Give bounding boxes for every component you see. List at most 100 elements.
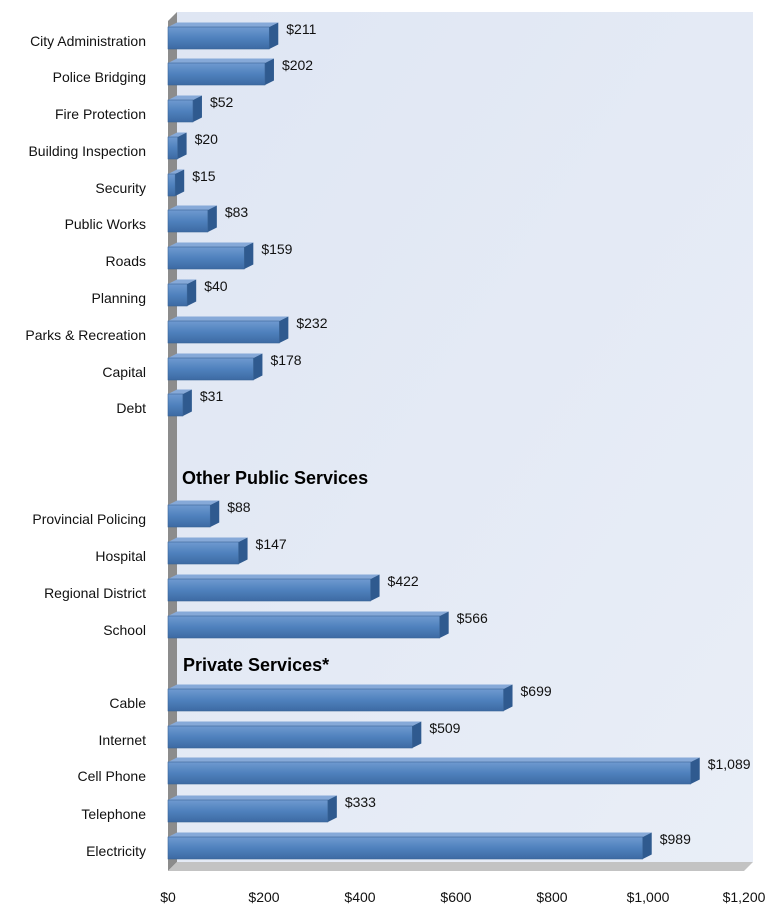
bar-group: $509 Internet [99, 720, 461, 749]
category-label: Provincial Policing [32, 511, 146, 527]
category-label: Cable [109, 695, 146, 711]
bar-group: $211 City Administration [30, 21, 317, 50]
bar-side [253, 353, 263, 380]
value-label: $20 [195, 131, 219, 147]
value-label: $211 [286, 21, 316, 37]
value-label: $31 [200, 388, 224, 404]
bar-top [168, 721, 422, 726]
bar [167, 836, 644, 860]
x-tick-label: $600 [440, 889, 471, 905]
category-label: Fire Protection [55, 106, 146, 122]
x-tick-label: $400 [344, 889, 375, 905]
value-label: $15 [192, 168, 216, 184]
bar-group: $40 Planning [92, 278, 228, 307]
bar-side [238, 537, 248, 564]
bar [167, 393, 184, 417]
bar [167, 761, 692, 785]
value-label: $422 [388, 573, 419, 589]
category-label: Debt [116, 400, 146, 416]
bar [167, 246, 245, 270]
bar-side [210, 500, 220, 527]
x-axis-ticks: $0 $200 $400 $600 $800 $1,000 $1,200 [160, 889, 765, 905]
bar [167, 725, 413, 749]
bar [167, 688, 504, 712]
category-label: Cell Phone [78, 768, 147, 784]
bar-side [370, 574, 380, 601]
value-label: $159 [261, 241, 292, 257]
bar [167, 26, 270, 50]
bar-top [168, 500, 220, 505]
category-label: Electricity [86, 843, 146, 859]
section-labels: Other Public Services Private Services* [182, 468, 368, 675]
value-label: $147 [256, 536, 287, 552]
bar-side [264, 58, 274, 85]
bar-group: $15 Security [95, 168, 216, 197]
bar-group: $52 Fire Protection [55, 94, 234, 123]
value-label: $83 [225, 204, 249, 220]
value-label: $699 [521, 683, 552, 699]
category-label: Planning [92, 290, 147, 306]
bar-group: $178 Capital [102, 352, 302, 381]
bars-group: $211 City Administration $202 Police Bridgi… [25, 21, 751, 860]
bar [167, 615, 440, 639]
bar-side [177, 132, 187, 159]
bar-group: $699 Cable [109, 683, 552, 712]
value-label: $232 [296, 315, 327, 331]
category-label: Roads [106, 253, 146, 269]
bar-top [168, 757, 700, 762]
category-label: Public Works [65, 216, 146, 232]
bar-group: $202 Police Bridging [53, 57, 313, 86]
category-label: Building Inspection [28, 143, 146, 159]
bar-group: $147 Hospital [95, 536, 287, 565]
bar [167, 541, 239, 565]
bar-side [327, 795, 337, 822]
bar [167, 62, 266, 86]
bar-group: $232 Parks & Recreation [25, 315, 328, 344]
bar-top [168, 574, 380, 579]
category-label: Security [95, 180, 146, 196]
x-tick-label: $1,200 [723, 889, 766, 905]
bar-side [244, 242, 254, 269]
bar-side [187, 279, 197, 306]
bar [167, 799, 329, 823]
bar-top [168, 132, 187, 137]
bar-group: $20 Building Inspection [28, 131, 219, 160]
x-tick-label: $1,000 [627, 889, 670, 905]
bar-top [168, 279, 197, 284]
bar [167, 209, 209, 233]
category-label: Parks & Recreation [25, 327, 146, 343]
category-label: Hospital [95, 548, 146, 564]
value-label: $88 [227, 499, 251, 515]
bar-top [168, 389, 192, 394]
value-label: $1,089 [708, 756, 751, 772]
bar-top [168, 58, 274, 63]
bar-side [269, 22, 279, 49]
bar-group: $31 Debt [116, 388, 224, 417]
value-label: $40 [204, 278, 228, 294]
bar-side [192, 95, 202, 122]
bar [167, 578, 371, 602]
floor [168, 862, 753, 871]
bar-top [168, 537, 248, 542]
bar-top [168, 22, 279, 27]
value-label: $509 [429, 720, 460, 736]
bar-side [690, 757, 700, 784]
category-label: Regional District [44, 585, 146, 601]
bar [167, 173, 176, 197]
bar [167, 320, 280, 344]
category-label: Internet [99, 732, 147, 748]
bar-top [168, 169, 185, 174]
bar-top [168, 684, 513, 689]
bar-side [279, 316, 289, 343]
bar-group: $989 Electricity [86, 831, 691, 860]
bar-top [168, 795, 337, 800]
bar-side [412, 721, 422, 748]
bar-group: $1,089 Cell Phone [78, 756, 751, 785]
bar-top [168, 832, 652, 837]
section-label-private: Private Services* [183, 655, 329, 675]
bar-top [168, 611, 449, 616]
category-label: Capital [102, 364, 146, 380]
bar-group: $566 School [103, 610, 488, 639]
bar-side [503, 684, 513, 711]
